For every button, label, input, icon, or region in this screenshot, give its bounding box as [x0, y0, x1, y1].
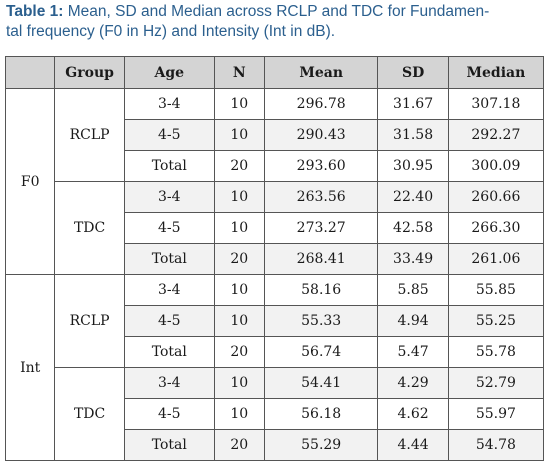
table-row: Total 20 56.74 5.47 55.78	[6, 336, 545, 368]
header-sd: SD	[377, 56, 449, 89]
header-n: N	[213, 56, 265, 89]
age-cell: Total	[123, 429, 215, 461]
median-cell: 307.18	[447, 88, 545, 120]
measure-cell-int: Int	[4, 274, 56, 461]
mean-cell: 55.29	[263, 429, 379, 461]
age-cell: 4-5	[123, 398, 215, 430]
n-cell: 10	[213, 212, 265, 244]
n-cell: 10	[213, 88, 265, 120]
n-cell: 10	[213, 398, 265, 430]
mean-cell: 290.43	[263, 119, 379, 151]
caption-label: Table 1:	[6, 3, 64, 20]
table-row: Total 20 268.41 33.49 261.06	[6, 243, 545, 275]
n-cell: 20	[213, 336, 265, 368]
table-row: Int RCLP 3-4 10 58.16 5.85 55.85	[4, 274, 545, 461]
age-cell: Total	[123, 243, 215, 275]
n-cell: 10	[213, 367, 265, 399]
sd-cell: 42.58	[377, 212, 449, 244]
n-cell: 10	[213, 274, 265, 306]
sd-cell: 5.85	[377, 274, 449, 306]
age-cell: 4-5	[123, 212, 215, 244]
table-row: 4-5 10 56.18 4.62 55.97	[6, 398, 545, 430]
mean-cell: 56.18	[263, 398, 379, 430]
header-row: Group Age N Mean SD Median	[4, 56, 545, 89]
n-cell: 10	[213, 305, 265, 337]
mean-cell: 268.41	[263, 243, 379, 275]
table-row: TDC 3-4 10 263.56 22.40 260.66	[6, 181, 545, 275]
age-cell: 3-4	[123, 274, 215, 306]
age-cell: Total	[123, 150, 215, 182]
age-cell: 3-4	[123, 88, 215, 120]
age-cell: Total	[123, 336, 215, 368]
median-cell: 55.85	[447, 274, 545, 306]
sd-cell: 5.47	[377, 336, 449, 368]
group-cell: TDC	[54, 181, 125, 275]
mean-cell: 273.27	[263, 212, 379, 244]
sd-cell: 4.29	[377, 367, 449, 399]
median-cell: 300.09	[447, 150, 545, 182]
caption-text-line1: Mean, SD and Median across RCLP and TDC …	[63, 3, 490, 20]
age-cell: 4-5	[123, 119, 215, 151]
table-row: TDC 3-4 10 54.41 4.29 52.79	[6, 367, 545, 461]
median-cell: 266.30	[447, 212, 545, 244]
group-cell: TDC	[54, 367, 125, 461]
header-measure	[4, 56, 56, 89]
table-row: 4-5 10 273.27 42.58 266.30	[6, 212, 545, 244]
group-cell: RCLP	[54, 274, 125, 368]
table-row: Total 20 293.60 30.95 300.09	[6, 150, 545, 182]
measure-cell-f0: F0	[4, 88, 56, 275]
median-cell: 52.79	[447, 367, 545, 399]
sd-cell: 22.40	[377, 181, 449, 213]
header-median: Median	[447, 56, 545, 89]
age-cell: 4-5	[123, 305, 215, 337]
sd-cell: 4.94	[377, 305, 449, 337]
table-row: 4-5 10 55.33 4.94 55.25	[6, 305, 545, 337]
header-group: Group	[54, 56, 125, 89]
n-cell: 10	[213, 119, 265, 151]
n-cell: 20	[213, 150, 265, 182]
mean-cell: 55.33	[263, 305, 379, 337]
sd-cell: 31.67	[377, 88, 449, 120]
median-cell: 54.78	[447, 429, 545, 461]
header-age: Age	[123, 56, 215, 89]
sd-cell: 4.44	[377, 429, 449, 461]
n-cell: 20	[213, 429, 265, 461]
age-cell: 3-4	[123, 181, 215, 213]
results-table: Group Age N Mean SD Median F0 RCLP 3-4 1…	[4, 56, 545, 461]
table-caption: Table 1: Mean, SD and Median across RCLP…	[6, 2, 546, 42]
n-cell: 10	[213, 181, 265, 213]
sd-cell: 33.49	[377, 243, 449, 275]
mean-cell: 296.78	[263, 88, 379, 120]
mean-cell: 54.41	[263, 367, 379, 399]
mean-cell: 58.16	[263, 274, 379, 306]
median-cell: 292.27	[447, 119, 545, 151]
group-cell: RCLP	[54, 88, 125, 182]
median-cell: 55.25	[447, 305, 545, 337]
mean-cell: 56.74	[263, 336, 379, 368]
median-cell: 55.97	[447, 398, 545, 430]
age-cell: 3-4	[123, 367, 215, 399]
median-cell: 261.06	[447, 243, 545, 275]
table-row: Total 20 55.29 4.44 54.78	[6, 429, 545, 461]
header-mean: Mean	[263, 56, 379, 89]
table-row: F0 RCLP 3-4 10 296.78 31.67 307.18	[4, 88, 545, 275]
mean-cell: 293.60	[263, 150, 379, 182]
mean-cell: 263.56	[263, 181, 379, 213]
median-cell: 55.78	[447, 336, 545, 368]
sd-cell: 30.95	[377, 150, 449, 182]
table-row: 4-5 10 290.43 31.58 292.27	[6, 119, 545, 151]
n-cell: 20	[213, 243, 265, 275]
median-cell: 260.66	[447, 181, 545, 213]
caption-text-line2: tal frequency (F0 in Hz) and Intensity (…	[6, 23, 336, 40]
sd-cell: 4.62	[377, 398, 449, 430]
sd-cell: 31.58	[377, 119, 449, 151]
